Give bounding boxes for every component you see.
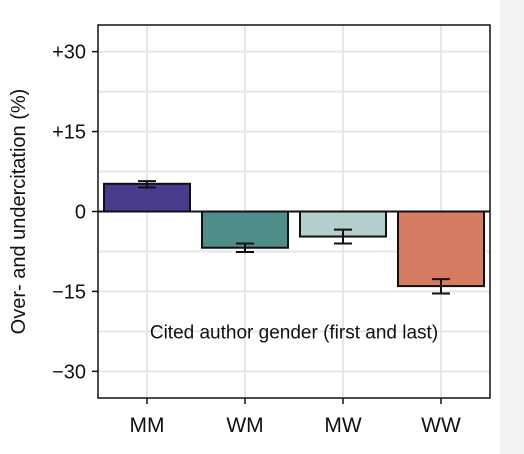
x-tick-label: WM [226, 414, 263, 437]
y-tick-label: +30 [52, 42, 86, 64]
error-bar-mw [334, 228, 352, 245]
y-axis-label: Over- and undercitation (%) [8, 89, 30, 335]
x-tick-label: MW [324, 414, 361, 437]
error-bars [138, 180, 450, 295]
background-edge [500, 0, 524, 454]
error-bar-ww [432, 278, 450, 295]
bar-wm [201, 210, 289, 249]
bars [103, 182, 485, 288]
x-tick-label: MM [130, 414, 165, 437]
y-axis-ticks: +30 +15 0 −15 −30 [52, 42, 98, 383]
annotation-text: Cited author gender (first and last) [150, 322, 438, 343]
y-tick-label: 0 [75, 202, 86, 224]
bar-ww [397, 210, 485, 288]
y-tick-label: +15 [52, 122, 86, 144]
x-axis-ticks: MM WM MW WW [130, 398, 461, 437]
error-bar-wm [236, 242, 254, 253]
x-tick-label: WW [421, 414, 461, 437]
y-tick-label: −30 [52, 361, 86, 383]
error-bar-mm [138, 180, 156, 189]
y-tick-label: −15 [52, 281, 86, 303]
